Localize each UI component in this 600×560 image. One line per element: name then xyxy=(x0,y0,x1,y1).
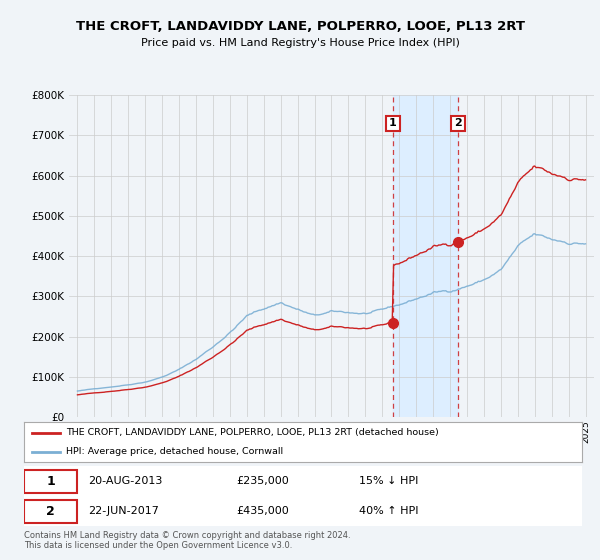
Text: 2: 2 xyxy=(454,118,462,128)
Text: HPI: Average price, detached house, Cornwall: HPI: Average price, detached house, Corn… xyxy=(66,447,283,456)
Text: 2: 2 xyxy=(46,505,55,518)
FancyBboxPatch shape xyxy=(24,500,77,523)
Text: 1: 1 xyxy=(46,474,55,488)
Text: 1: 1 xyxy=(389,118,397,128)
Text: 15% ↓ HPI: 15% ↓ HPI xyxy=(359,476,418,486)
Text: 22-JUN-2017: 22-JUN-2017 xyxy=(88,506,159,516)
Text: THE CROFT, LANDAVIDDY LANE, POLPERRO, LOOE, PL13 2RT (detached house): THE CROFT, LANDAVIDDY LANE, POLPERRO, LO… xyxy=(66,428,439,437)
Text: 20-AUG-2013: 20-AUG-2013 xyxy=(88,476,163,486)
Text: £435,000: £435,000 xyxy=(236,506,289,516)
Text: THE CROFT, LANDAVIDDY LANE, POLPERRO, LOOE, PL13 2RT: THE CROFT, LANDAVIDDY LANE, POLPERRO, LO… xyxy=(76,20,524,32)
Text: Price paid vs. HM Land Registry's House Price Index (HPI): Price paid vs. HM Land Registry's House … xyxy=(140,38,460,48)
Text: Contains HM Land Registry data © Crown copyright and database right 2024.
This d: Contains HM Land Registry data © Crown c… xyxy=(24,531,350,550)
FancyBboxPatch shape xyxy=(24,469,77,493)
Text: 40% ↑ HPI: 40% ↑ HPI xyxy=(359,506,418,516)
Bar xyxy=(393,95,458,417)
Text: £235,000: £235,000 xyxy=(236,476,289,486)
